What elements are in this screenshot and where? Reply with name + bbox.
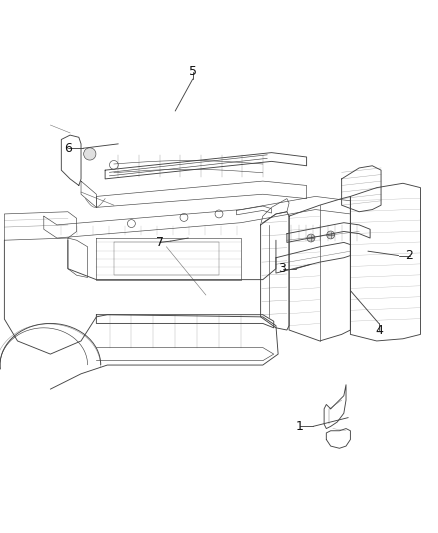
Circle shape — [307, 234, 315, 242]
Text: 4: 4 — [375, 324, 383, 336]
Text: 1: 1 — [296, 420, 304, 433]
Circle shape — [84, 148, 96, 160]
Text: 5: 5 — [189, 65, 197, 78]
Text: 3: 3 — [279, 262, 286, 275]
Text: 2: 2 — [406, 249, 413, 262]
Circle shape — [327, 231, 335, 239]
Text: 6: 6 — [64, 142, 72, 155]
Text: 7: 7 — [156, 236, 164, 249]
